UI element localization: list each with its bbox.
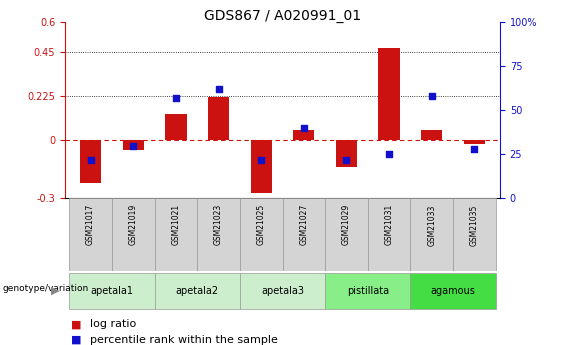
Bar (325, 273, 410, 308)
Point (86, 157, 95, 162)
Text: GSM21027: GSM21027 (299, 204, 308, 245)
Bar (368, 198, 410, 271)
Text: percentile rank within the sample: percentile rank within the sample (90, 335, 279, 345)
Bar (410, 273, 496, 308)
Text: ▶: ▶ (51, 286, 59, 296)
Bar (336, 140, 357, 167)
Bar (293, 130, 315, 140)
Bar (155, 273, 240, 308)
Bar (123, 140, 144, 149)
Text: GSM21023: GSM21023 (214, 204, 223, 245)
Text: GSM21017: GSM21017 (86, 204, 95, 245)
Bar (69, 198, 112, 271)
Bar (112, 198, 155, 271)
Text: genotype/variation: genotype/variation (3, 284, 89, 293)
Bar (155, 198, 197, 271)
Text: GSM21033: GSM21033 (427, 204, 436, 246)
Text: GSM21029: GSM21029 (342, 204, 351, 245)
Text: log ratio: log ratio (90, 319, 137, 329)
Bar (325, 198, 368, 271)
Text: GSM21025: GSM21025 (257, 204, 266, 245)
Point (129, 143, 138, 148)
Text: apetala1: apetala1 (90, 286, 133, 296)
Text: pistillata: pistillata (347, 286, 389, 296)
Point (427, 93, 436, 99)
Point (470, 146, 479, 152)
Text: apetala2: apetala2 (176, 286, 219, 296)
Bar (240, 273, 325, 308)
Text: GSM21021: GSM21021 (171, 204, 180, 245)
Bar (240, 198, 282, 271)
Bar (282, 198, 325, 271)
Bar (421, 130, 442, 140)
Text: GSM21019: GSM21019 (129, 204, 138, 245)
Point (385, 152, 394, 157)
Bar (208, 97, 229, 140)
Bar (165, 114, 186, 140)
Text: ■: ■ (71, 335, 81, 345)
Point (214, 87, 223, 92)
Bar (453, 198, 496, 271)
Bar (197, 198, 240, 271)
Text: GDS867 / A020991_01: GDS867 / A020991_01 (204, 9, 361, 23)
Text: GSM21035: GSM21035 (470, 204, 479, 246)
Text: apetala3: apetala3 (261, 286, 304, 296)
Bar (410, 198, 453, 271)
Point (257, 157, 266, 162)
Bar (464, 140, 485, 144)
Point (171, 95, 180, 101)
Bar (80, 140, 101, 183)
Bar (250, 140, 272, 193)
Text: agamous: agamous (431, 286, 476, 296)
Text: ■: ■ (71, 319, 81, 329)
Bar (379, 48, 400, 140)
Text: GSM21031: GSM21031 (385, 204, 394, 245)
Point (299, 125, 308, 131)
Bar (69, 273, 155, 308)
Point (342, 157, 351, 162)
